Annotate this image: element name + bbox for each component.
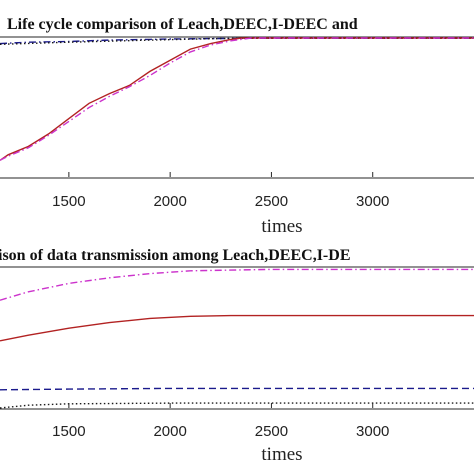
chart-top-series-line-4 <box>0 37 474 161</box>
chart-top-x-ticks: 1500 2000 2500 3000 <box>52 172 389 210</box>
chart-bottom-plot-area <box>0 266 474 410</box>
chart-top-x-tick-label: 3000 <box>356 193 389 210</box>
chart-top-series-line-3 <box>0 37 474 161</box>
chart-bottom-x-tick-label: 3000 <box>356 423 389 440</box>
chart-top-title: Life cycle comparison of Leach,DEEC,I-DE… <box>7 16 358 33</box>
chart-bottom-x-ticks: 1500 2000 2500 3000 <box>52 403 389 440</box>
chart-top-x-label: times <box>261 216 302 237</box>
chart-bottom-series-group <box>0 268 474 409</box>
chart-top-x-tick-label: 1500 <box>52 193 85 210</box>
chart-bottom-x-tick-label: 1500 <box>52 423 85 440</box>
chart-bottom-x-label: times <box>261 444 302 465</box>
chart-top-x-tick-label: 2500 <box>255 193 288 210</box>
chart-bottom-series-line-2 <box>0 314 474 342</box>
chart-top-x-tick-label: 2000 <box>153 193 186 210</box>
chart-bottom-x-tick-label: 2000 <box>153 423 186 440</box>
chart-bottom-title: ison of data transmission among Leach,DE… <box>0 247 350 264</box>
chart-top-plot-area <box>0 36 474 179</box>
chart-bottom: ison of data transmission among Leach,DE… <box>0 247 474 465</box>
chart-bottom-series-line-4 <box>0 402 474 409</box>
chart-bottom-x-tick-label: 2500 <box>255 423 288 440</box>
chart-bottom-series-line-1 <box>0 268 474 301</box>
chart-bottom-series-line-3 <box>0 387 474 391</box>
chart-top-series-group <box>0 37 474 161</box>
chart-top: Life cycle comparison of Leach,DEEC,I-DE… <box>0 16 474 237</box>
